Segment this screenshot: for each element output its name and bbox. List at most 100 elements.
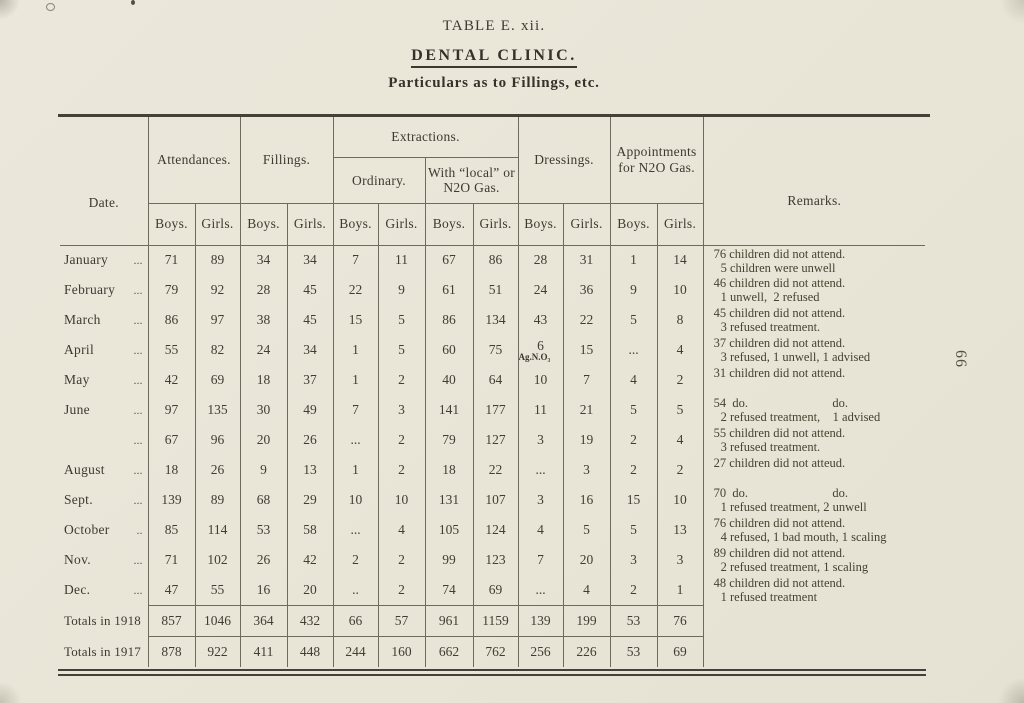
attendances-boys-value: 79 [147, 275, 195, 305]
extractions-ordinary-boys-value: 22 [332, 275, 379, 305]
extractions-local-girls-value: 107 [472, 485, 519, 515]
fillings-boys-value: 28 [239, 275, 288, 305]
date-cell: February ... [60, 275, 148, 305]
date-cell: March ... [60, 305, 148, 335]
month-label: August [64, 462, 105, 477]
extractions-ordinary-boys-value: 1 [332, 365, 379, 395]
dressings-boys-value: 11 [534, 402, 548, 417]
side-page-number: 66 [952, 350, 969, 368]
date-cell: April ... [60, 335, 148, 365]
table-header: Date. Attendances. Fillings. Extractions… [60, 117, 926, 246]
month-label: June [64, 402, 90, 417]
attendances-girls-value: 89 [194, 245, 241, 275]
fillings-girls-value: 20 [286, 575, 334, 605]
fillings-boys-value: 68 [239, 485, 288, 515]
col-header-girls: Girls. [194, 203, 241, 246]
attendances-girls-value: 114 [194, 515, 241, 545]
dot-leader: ... [133, 402, 143, 417]
extractions-ordinary-girls-value: 2 [377, 545, 426, 575]
dressings-girls-value: 16 [562, 485, 611, 515]
attendances-boys-value: 71 [147, 245, 195, 275]
dressings-girls-value: 3 [562, 455, 611, 485]
dressings-boys-value: 3 [537, 492, 544, 507]
appointments-girls-value: 8 [656, 305, 704, 335]
attendances-girls-value: 135 [194, 395, 241, 425]
month-label: Sept. [64, 492, 93, 507]
extractions-local-boys-value: 99 [424, 545, 474, 575]
remark-line-1: 54 do. do. [713, 396, 848, 410]
dressings-boys-total: 256 [517, 635, 564, 667]
appointments-boys-value: 4 [609, 365, 658, 395]
remarks-cell: 76 children did not attend. 5 children w… [702, 245, 926, 275]
col-header-girls: Girls. [377, 203, 426, 246]
attendances-girls-total: 1046 [194, 604, 241, 636]
totals-label-cell: Totals in 1917 [60, 636, 148, 667]
remark-line-2: 5 children were unwell [720, 260, 836, 275]
dot-leader: ... [133, 432, 143, 447]
dressings-boys-value: 24 [533, 282, 548, 297]
extractions-local-girls-value: 134 [472, 305, 519, 335]
col-header-remarks: Remarks. [702, 117, 926, 246]
extractions-ordinary-girls-value: 11 [377, 245, 426, 275]
attendances-girls-value: 92 [194, 275, 241, 305]
fillings-boys-total: 364 [239, 604, 288, 636]
extractions-ordinary-girls-total: 160 [377, 635, 426, 667]
remarks-cell: 27 children did not atteud. [702, 455, 926, 485]
extractions-ordinary-boys-value: 7 [332, 395, 379, 425]
appointments-girls-value: 4 [656, 335, 704, 365]
remark-line-1: 45 children did not attend. [713, 306, 846, 320]
dressings-girls-value: 19 [562, 425, 611, 455]
date-cell: Nov. ... [60, 545, 148, 575]
page-title: DENTAL CLINIC. [411, 47, 577, 68]
appointments-girls-value: 4 [656, 425, 704, 455]
fillings-boys-value: 26 [239, 545, 288, 575]
dressings-girls-value: 15 [562, 335, 611, 365]
dressings-boys-value: 4 [537, 522, 544, 537]
appointments-girls-value: 1 [656, 575, 704, 605]
extractions-ordinary-boys-value: ... [332, 515, 379, 545]
col-header-boys: Boys. [609, 203, 658, 246]
attendances-boys-value: 67 [147, 425, 195, 455]
extractions-local-boys-value: 67 [424, 245, 474, 275]
extractions-local-girls-value: 51 [472, 275, 519, 305]
remark-line-1: 27 children did not atteud. [713, 456, 846, 470]
col-header-girls: Girls. [472, 203, 519, 246]
fillings-girls-value: 49 [286, 395, 334, 425]
appointments-boys-total: 53 [609, 604, 658, 636]
extractions-local-girls-value: 22 [472, 455, 519, 485]
remarks-cell: 37 children did not attend. 3 refused, 1… [702, 335, 926, 365]
extractions-local-girls-value: 123 [472, 545, 519, 575]
attendances-boys-value: 47 [147, 575, 195, 605]
extractions-local-boys-value: 131 [424, 485, 474, 515]
extractions-ordinary-girls-value: 2 [377, 575, 426, 605]
extractions-ordinary-girls-value: 3 [377, 395, 426, 425]
attendances-boys-value: 55 [147, 335, 195, 365]
fillings-boys-value: 16 [239, 575, 288, 605]
month-label: February [64, 282, 116, 297]
attendances-boys-value: 139 [147, 485, 195, 515]
dot-leader: .. [136, 522, 143, 537]
dot-leader: ... [133, 372, 143, 387]
extractions-ordinary-girls-value: 9 [377, 275, 426, 305]
dressings-boys-cell: ... [517, 455, 564, 485]
col-header-extractions: Extractions. [332, 117, 519, 158]
dot-leader: ... [133, 492, 143, 507]
dressings-boys-value: 28 [533, 252, 548, 268]
extractions-local-girls-value: 86 [472, 245, 519, 275]
col-header-girls: Girls. [286, 203, 334, 246]
remark-line-1: 55 children did not attend. [713, 426, 846, 440]
remark-line-2: 2 refused treatment, 1 advised [720, 410, 881, 424]
extractions-local-boys-value: 60 [424, 335, 474, 365]
remark-line-2: 2 refused treatment, 1 scaling [720, 560, 869, 574]
appointments-boys-value: 2 [609, 455, 658, 485]
appointments-boys-value: 2 [609, 425, 658, 455]
table-row: Nov. ... 71 102 26 42 2 2 99 123 7 20 3 … [60, 545, 926, 575]
extractions-local-boys-value: 18 [424, 455, 474, 485]
col-header-with-local: With “local” or N2O Gas. [424, 157, 519, 204]
extractions-local-girls-value: 75 [472, 335, 519, 365]
attendances-boys-total: 857 [147, 604, 195, 636]
fillings-girls-value: 13 [286, 455, 334, 485]
extractions-local-girls-total: 762 [472, 635, 519, 667]
extractions-ordinary-boys-value: 15 [332, 305, 379, 335]
remarks-cell [702, 605, 926, 636]
